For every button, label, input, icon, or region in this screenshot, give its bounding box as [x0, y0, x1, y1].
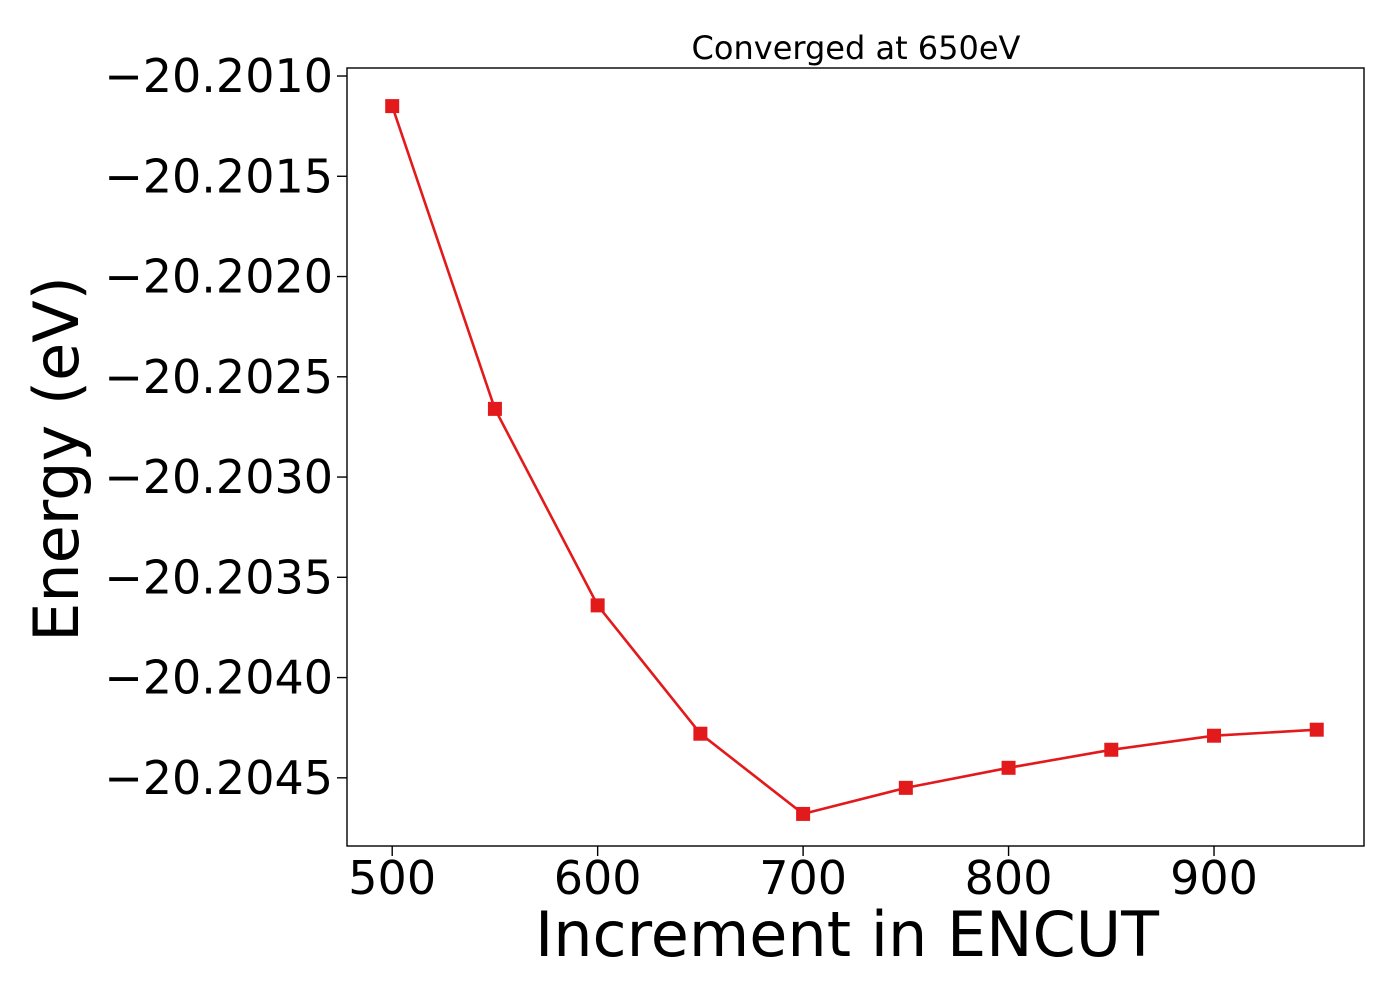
- plot-area: 500 600 700 800 900 −20.2010 −20.2015 −20.2020…: [104, 49, 1365, 905]
- y-tick-label: −20.2020: [104, 250, 333, 304]
- x-tick-label: 800: [965, 851, 1053, 905]
- data-point: [1001, 760, 1016, 775]
- data-point: [898, 780, 913, 795]
- data-point: [1104, 742, 1119, 757]
- data-point: [590, 598, 605, 613]
- y-tick-label: −20.2015: [104, 149, 333, 203]
- data-point: [1207, 728, 1222, 743]
- y-tick-label: −20.2040: [104, 651, 333, 705]
- data-point: [487, 401, 502, 416]
- chart-title: Converged at 650eV: [692, 29, 1021, 67]
- y-tick-label: −20.2025: [104, 350, 333, 404]
- x-tick-label: 600: [554, 851, 642, 905]
- x-tick-label: 500: [348, 851, 436, 905]
- y-axis: −20.2010 −20.2015 −20.2020 −20.2025 −20.2030…: [104, 49, 347, 805]
- series-line: [390, 105, 1317, 816]
- x-tick-label: 900: [1170, 851, 1258, 905]
- data-point: [796, 806, 811, 821]
- data-point: [385, 99, 400, 114]
- y-axis-title: Energy (eV): [20, 276, 93, 642]
- plot-frame: [346, 67, 1365, 847]
- x-tick-label: 700: [759, 851, 847, 905]
- data-point: [693, 726, 708, 741]
- data-point: [1309, 722, 1324, 737]
- series-layer: [385, 99, 1324, 821]
- y-tick-label: −20.2035: [104, 550, 333, 604]
- x-axis-title: Increment in ENCUT: [535, 898, 1160, 971]
- y-tick-label: −20.2010: [104, 49, 333, 103]
- x-axis: 500 600 700 800 900: [348, 846, 1258, 905]
- y-tick-label: −20.2045: [104, 751, 333, 805]
- y-tick-label: −20.2030: [104, 450, 333, 504]
